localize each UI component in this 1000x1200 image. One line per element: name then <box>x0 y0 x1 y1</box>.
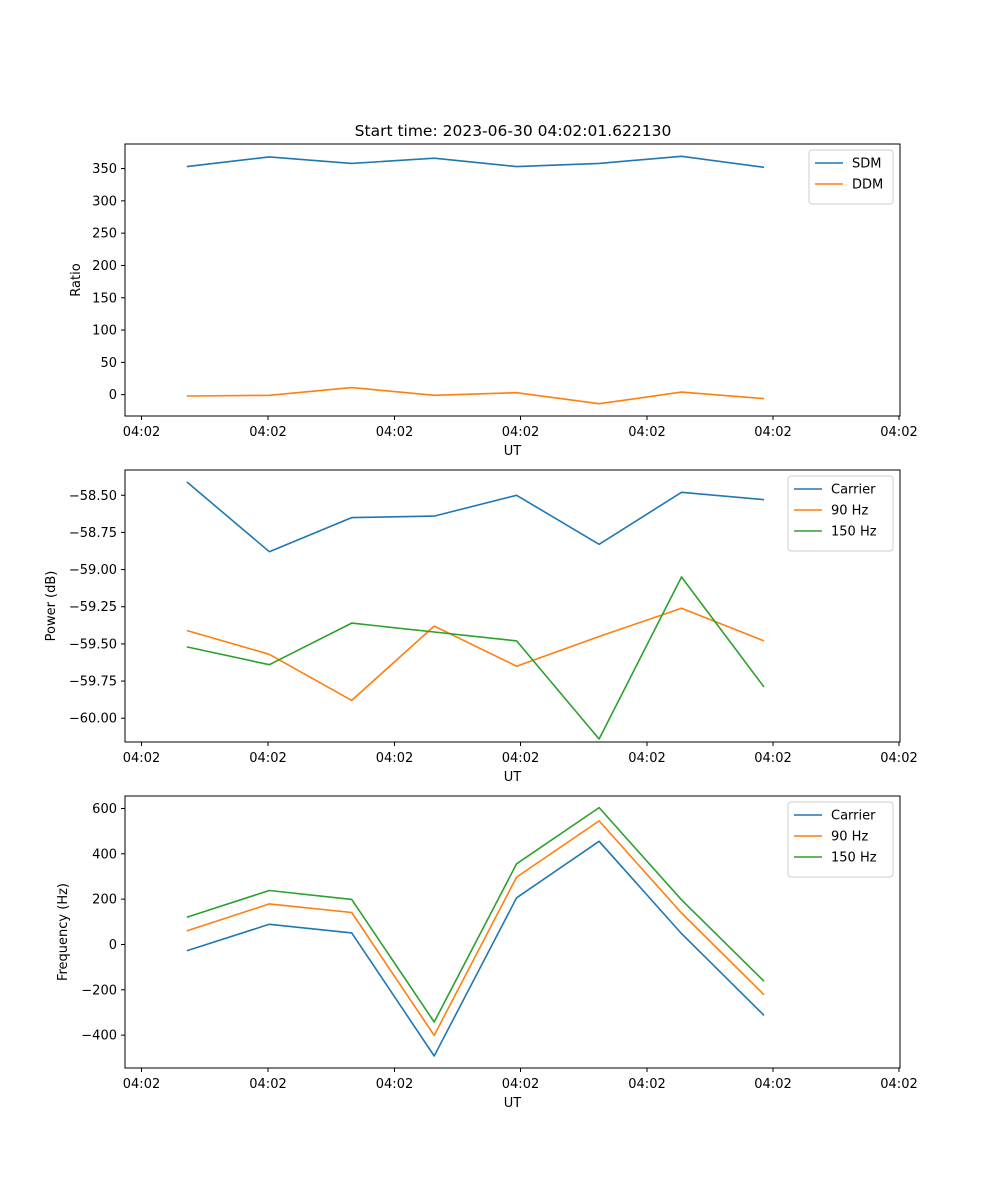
x-tick-label-1-5: 04:02 <box>628 425 665 440</box>
x-tick-label-3-6: 04:02 <box>754 1077 791 1092</box>
y-tick-label-3-1: −400 <box>81 1029 117 1044</box>
series-line-1-ddm <box>186 386 765 405</box>
x-tick-label-2-2: 04:02 <box>249 751 286 766</box>
x-tick-label-1-2: 04:02 <box>249 425 286 440</box>
x-tick-label-2-7: 04:02 <box>880 751 917 766</box>
x-axis-label-3: UT <box>504 1096 522 1111</box>
y-tick-label-3-6: 600 <box>92 802 117 817</box>
x-tick-label-3-7: 04:02 <box>880 1077 917 1092</box>
plot-area-2 <box>124 469 901 743</box>
y-tick-label-1-5: 200 <box>92 259 117 274</box>
y-tick-label-2-7: −58.50 <box>69 489 117 504</box>
x-tick-label-2-6: 04:02 <box>754 751 791 766</box>
y-tick-label-2-5: −59.00 <box>69 563 117 578</box>
y-tick-label-1-2: 50 <box>100 356 117 371</box>
series-line-2-90-hz <box>186 607 765 702</box>
series-line-1-sdm <box>186 155 765 169</box>
x-tick-label-1-7: 04:02 <box>880 425 917 440</box>
figure-title: Start time: 2023-06-30 04:02:01.622130 <box>355 122 672 140</box>
plot-area-1 <box>124 143 901 417</box>
series-line-3-150-hz <box>186 806 765 1023</box>
x-axis-label-2: UT <box>504 770 522 785</box>
legend-label-1-1: SDM <box>852 157 881 172</box>
y-tick-label-1-1: 0 <box>109 388 117 403</box>
y-tick-label-1-8: 350 <box>92 162 117 177</box>
y-tick-label-1-4: 150 <box>92 291 117 306</box>
y-tick-label-2-2: −59.75 <box>69 675 117 690</box>
y-axis-label-1: Ratio <box>69 263 84 296</box>
y-tick-label-1-7: 300 <box>92 194 117 209</box>
x-tick-label-2-5: 04:02 <box>628 751 665 766</box>
y-tick-label-3-2: −200 <box>81 983 117 998</box>
legend-3: Carrier 90 Hz 150 Hz <box>787 801 894 878</box>
series-line-2-carrier <box>186 481 765 553</box>
series-line-2-150-hz <box>186 576 765 740</box>
legend-frame-3 <box>787 801 894 878</box>
x-axis-label-1: UT <box>504 444 522 459</box>
legend-label-2-1: Carrier <box>831 483 876 498</box>
x-tick-label-3-1: 04:02 <box>123 1077 160 1092</box>
x-tick-label-3-4: 04:02 <box>502 1077 539 1092</box>
legend-label-3-3: 150 Hz <box>831 851 877 866</box>
x-tick-label-1-3: 04:02 <box>376 425 413 440</box>
series-line-3-90-hz <box>186 820 765 1037</box>
y-tick-label-3-3: 0 <box>109 938 117 953</box>
panel-1: 04:02 04:02 04:02 04:02 04:02 04:02 04:02 UT 0 50… <box>69 143 918 459</box>
y-axis-label-3: Frequency (Hz) <box>56 883 71 981</box>
y-tick-label-2-6: −58.75 <box>69 526 117 541</box>
y-tick-label-3-4: 200 <box>92 893 117 908</box>
y-tick-label-3-5: 400 <box>92 847 117 862</box>
y-tick-label-1-6: 250 <box>92 227 117 242</box>
plot-area-3 <box>124 795 901 1069</box>
x-tick-label-3-5: 04:02 <box>628 1077 665 1092</box>
x-tick-label-1-4: 04:02 <box>502 425 539 440</box>
x-tick-label-1-6: 04:02 <box>754 425 791 440</box>
legend-label-1-2: DDM <box>852 178 883 193</box>
panel-3: 04:02 04:02 04:02 04:02 04:02 04:02 04:02 UT −40… <box>56 795 918 1111</box>
legend-label-3-2: 90 Hz <box>831 830 868 845</box>
y-tick-label-1-3: 100 <box>92 324 117 339</box>
y-tick-label-2-4: −59.25 <box>69 600 117 615</box>
legend-frame-2 <box>787 475 894 552</box>
legend-label-2-2: 90 Hz <box>831 504 868 519</box>
x-tick-label-3-3: 04:02 <box>376 1077 413 1092</box>
legend-2: Carrier 90 Hz 150 Hz <box>787 475 894 552</box>
legend-1: SDM DDM <box>808 149 894 205</box>
y-axis-label-2: Power (dB) <box>44 571 59 642</box>
x-tick-label-1-1: 04:02 <box>123 425 160 440</box>
x-tick-label-2-1: 04:02 <box>123 751 160 766</box>
series-line-3-carrier <box>186 840 765 1057</box>
legend-label-3-1: Carrier <box>831 809 876 824</box>
panels: 04:02 04:02 04:02 04:02 04:02 04:02 04:02 UT 0 50… <box>44 143 918 1111</box>
legend-label-2-3: 150 Hz <box>831 525 877 540</box>
x-tick-label-2-3: 04:02 <box>376 751 413 766</box>
x-tick-label-3-2: 04:02 <box>249 1077 286 1092</box>
y-tick-label-2-3: −59.50 <box>69 637 117 652</box>
y-tick-label-2-1: −60.00 <box>69 712 117 727</box>
panel-2: 04:02 04:02 04:02 04:02 04:02 04:02 04:02 UT −60… <box>44 469 918 785</box>
x-tick-label-2-4: 04:02 <box>502 751 539 766</box>
